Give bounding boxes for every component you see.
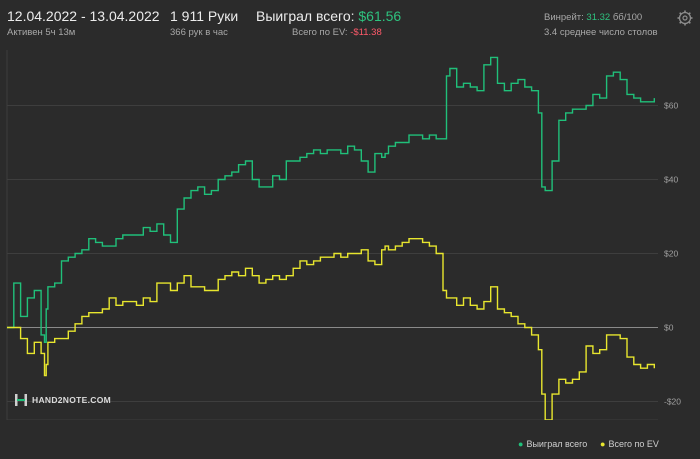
x-tick-label: 200: [68, 419, 82, 420]
ev-total-line: [7, 238, 655, 420]
ev-label: Всего по EV:: [292, 27, 348, 38]
y-tick-label: $60: [664, 101, 678, 111]
x-tick-label: 1 200: [405, 419, 427, 420]
ev-value: -$11.38: [350, 27, 382, 38]
x-tick-label: 800: [272, 419, 286, 420]
logo-text: HAND2NOTE.COM: [32, 395, 111, 405]
legend-ev-label: Всего по EV: [608, 439, 659, 449]
y-tick-label: $20: [664, 249, 678, 259]
x-tick-label: 1 400: [473, 419, 495, 420]
won-value: $61.56: [358, 8, 402, 24]
won-total: Выиграл всего: $61.56: [256, 8, 401, 24]
ev-total: Всего по EV: -$11.38: [292, 27, 382, 38]
active-time: Активен 5ч 13м: [7, 27, 76, 38]
date-range: 12.04.2022 - 13.04.2022: [7, 8, 160, 24]
gear-icon[interactable]: [677, 10, 693, 26]
x-tick-label: 600: [204, 419, 218, 420]
legend-won-label: Выиграл всего: [526, 439, 588, 449]
y-tick-label: $0: [664, 323, 674, 333]
winrate: Винрейт: 31.32 бб/100: [544, 12, 642, 23]
hands-per-hour: 366 рук в час: [170, 27, 228, 38]
x-tick-label: 0: [5, 419, 10, 420]
legend-won[interactable]: ● Выиграл всего: [518, 439, 587, 449]
profit-chart: $60 $40 $20 $0 -$20 0 200 400 600 800 1 000 1 200 1…: [5, 50, 681, 420]
won-total-line: [7, 56, 655, 343]
hand2note-logo: HAND2NOTE.COM: [14, 393, 111, 407]
avg-tables: 3.4 среднее число столов: [544, 27, 658, 38]
legend-ev-dot: ●: [600, 439, 606, 449]
y-tick-label: $40: [664, 175, 678, 185]
hands-count: 1 911 Руки: [170, 8, 239, 24]
x-tick-label: 1 000: [337, 419, 359, 420]
legend-won-dot: ●: [518, 439, 524, 449]
winrate-label: Винрейт:: [544, 12, 584, 23]
winrate-value: 31.32: [586, 12, 611, 23]
won-label: Выиграл всего:: [256, 8, 355, 24]
legend-ev[interactable]: ● Всего по EV: [600, 439, 659, 449]
winrate-unit: бб/100: [612, 12, 643, 23]
x-tick-label: 1 800: [610, 419, 632, 420]
hand2note-logo-icon: [15, 394, 27, 406]
y-tick-label: -$20: [664, 397, 681, 407]
x-tick-label: 400: [136, 419, 150, 420]
